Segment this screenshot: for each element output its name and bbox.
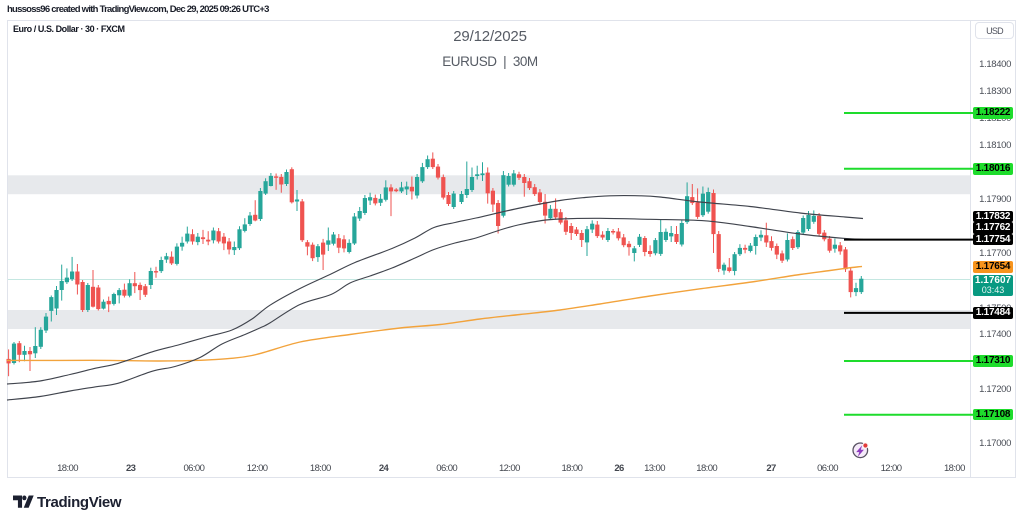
svg-text:TradingView: TradingView (37, 494, 122, 510)
